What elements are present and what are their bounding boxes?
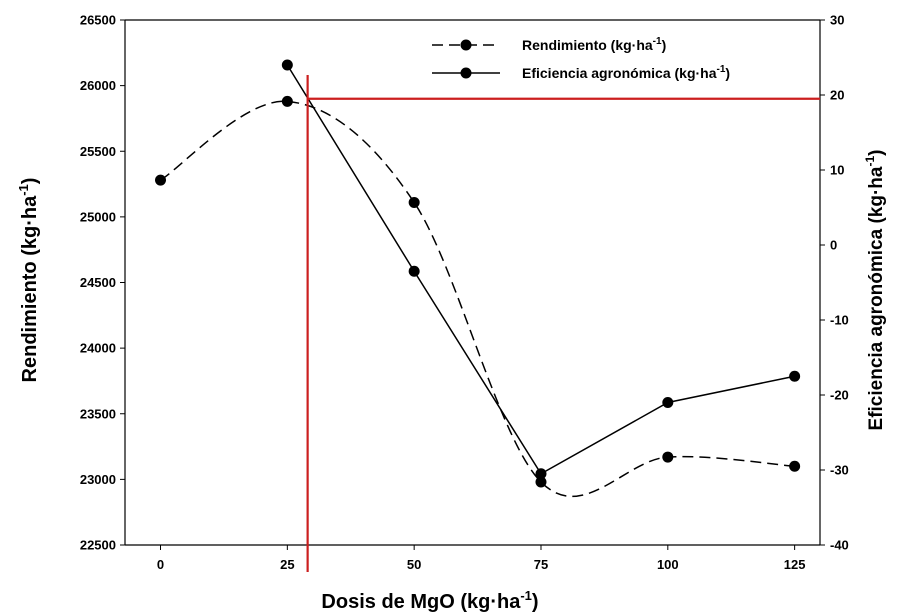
left-tick-label: 24500 bbox=[80, 275, 116, 290]
left-tick-label: 24000 bbox=[80, 341, 116, 356]
left-tick-label: 26500 bbox=[80, 13, 116, 28]
right-tick-label: -30 bbox=[830, 463, 849, 478]
right-tick-label: -10 bbox=[830, 313, 849, 328]
y2-axis-title: Eficiencia agronómica (kg·ha-1) bbox=[863, 150, 887, 431]
right-tick-label: 10 bbox=[830, 163, 844, 178]
rendimiento-point bbox=[408, 196, 420, 208]
series-layer bbox=[155, 59, 801, 497]
bottom-tick-label: 75 bbox=[534, 557, 548, 572]
eficiencia-point bbox=[408, 265, 420, 277]
legend-item-rendimiento: Rendimiento (kg·ha-1) bbox=[432, 36, 666, 53]
x-axis-title: Dosis de MgO (kg·ha-1) bbox=[321, 588, 538, 613]
right-tick-label: 20 bbox=[830, 88, 844, 103]
series-rendimiento bbox=[155, 95, 801, 497]
left-tick-label: 26000 bbox=[80, 78, 116, 93]
rendimiento-point bbox=[535, 476, 547, 488]
eficiencia-point bbox=[662, 397, 674, 408]
eficiencia-point bbox=[789, 370, 801, 382]
right-tick-label: 30 bbox=[830, 13, 844, 28]
left-tick-label: 25500 bbox=[80, 144, 116, 159]
left-tick-label: 23500 bbox=[80, 406, 116, 421]
right-tick-label: 0 bbox=[830, 238, 837, 253]
right-tick-label: -40 bbox=[830, 538, 849, 553]
bottom-tick-label: 0 bbox=[157, 557, 164, 572]
legend-label: Eficiencia agronómica (kg·ha-1) bbox=[522, 64, 730, 81]
rendimiento-point bbox=[155, 174, 167, 186]
y-axis-title: Rendimiento (kg·ha-1) bbox=[16, 178, 41, 383]
rendimiento-point bbox=[662, 451, 674, 463]
eficiencia-point bbox=[535, 468, 547, 480]
legend-item-eficiencia: Eficiencia agronómica (kg·ha-1) bbox=[432, 64, 730, 81]
left-tick-label: 23000 bbox=[80, 472, 116, 487]
bottom-tick-label: 50 bbox=[407, 557, 421, 572]
legend: Rendimiento (kg·ha-1) Eficiencia agronómi… bbox=[432, 36, 730, 81]
series-eficiencia bbox=[281, 59, 801, 480]
bottom-axis-ticks: 0 25 50 75 100 125 bbox=[157, 545, 806, 572]
eficiencia-point bbox=[281, 59, 293, 71]
rendimiento-point bbox=[789, 460, 801, 472]
bottom-tick-label: 25 bbox=[280, 557, 294, 572]
rendimiento-point bbox=[281, 95, 293, 107]
left-tick-label: 25000 bbox=[80, 209, 116, 224]
left-axis-ticks: 22500 23000 23500 24000 24500 25000 25500 26000… bbox=[80, 13, 125, 553]
legend-label: Rendimiento (kg·ha-1) bbox=[522, 36, 666, 53]
right-axis-ticks: -40 -30 -20 -10 0 10 20 30 bbox=[820, 13, 849, 553]
legend-marker bbox=[460, 39, 472, 51]
right-tick-label: -20 bbox=[830, 388, 849, 403]
bottom-tick-label: 125 bbox=[784, 557, 806, 572]
legend-marker bbox=[460, 67, 472, 79]
reference-lines bbox=[306, 75, 820, 572]
left-tick-label: 22500 bbox=[80, 538, 116, 553]
bottom-tick-label: 100 bbox=[657, 557, 679, 572]
